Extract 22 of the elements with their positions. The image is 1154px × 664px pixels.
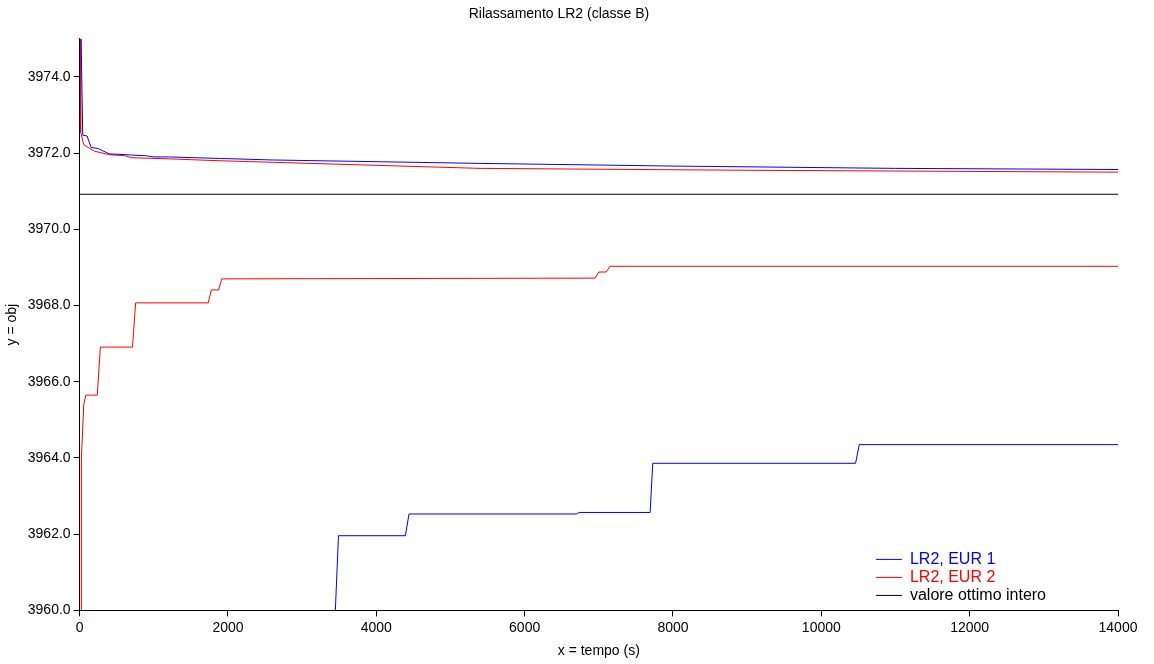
x-axis-title: x = tempo (s) [557, 642, 640, 659]
legend-label: LR2, EUR 2 [909, 567, 996, 585]
y-tick-label: 3970.0 [27, 220, 71, 237]
y-tick-label: 3968.0 [27, 296, 71, 313]
y-tick-label: 3964.0 [27, 448, 71, 465]
chart-title: Rilassamento LR2 (classe B) [468, 5, 650, 22]
legend-label: valore ottimo intero [909, 585, 1047, 603]
y-tick-label: 3966.0 [27, 372, 71, 389]
legend-label: LR2, EUR 1 [909, 549, 996, 567]
y-axis-title: y = obj [3, 303, 20, 346]
y-tick-label: 3960.0 [27, 601, 71, 618]
x-tick-label: 6000 [509, 618, 541, 635]
x-tick-label: 4000 [360, 618, 393, 635]
x-tick-label: 14000 [1098, 618, 1138, 635]
y-tick-label: 3972.0 [27, 143, 71, 160]
x-tick-label: 12000 [950, 618, 990, 635]
y-tick-label: 3974.0 [27, 67, 71, 84]
y-tick-label: 3962.0 [27, 525, 71, 542]
x-tick-label: 2000 [212, 618, 244, 635]
x-tick-label: 10000 [801, 618, 841, 635]
x-tick-label: 0 [75, 618, 84, 635]
x-tick-label: 8000 [657, 618, 689, 635]
